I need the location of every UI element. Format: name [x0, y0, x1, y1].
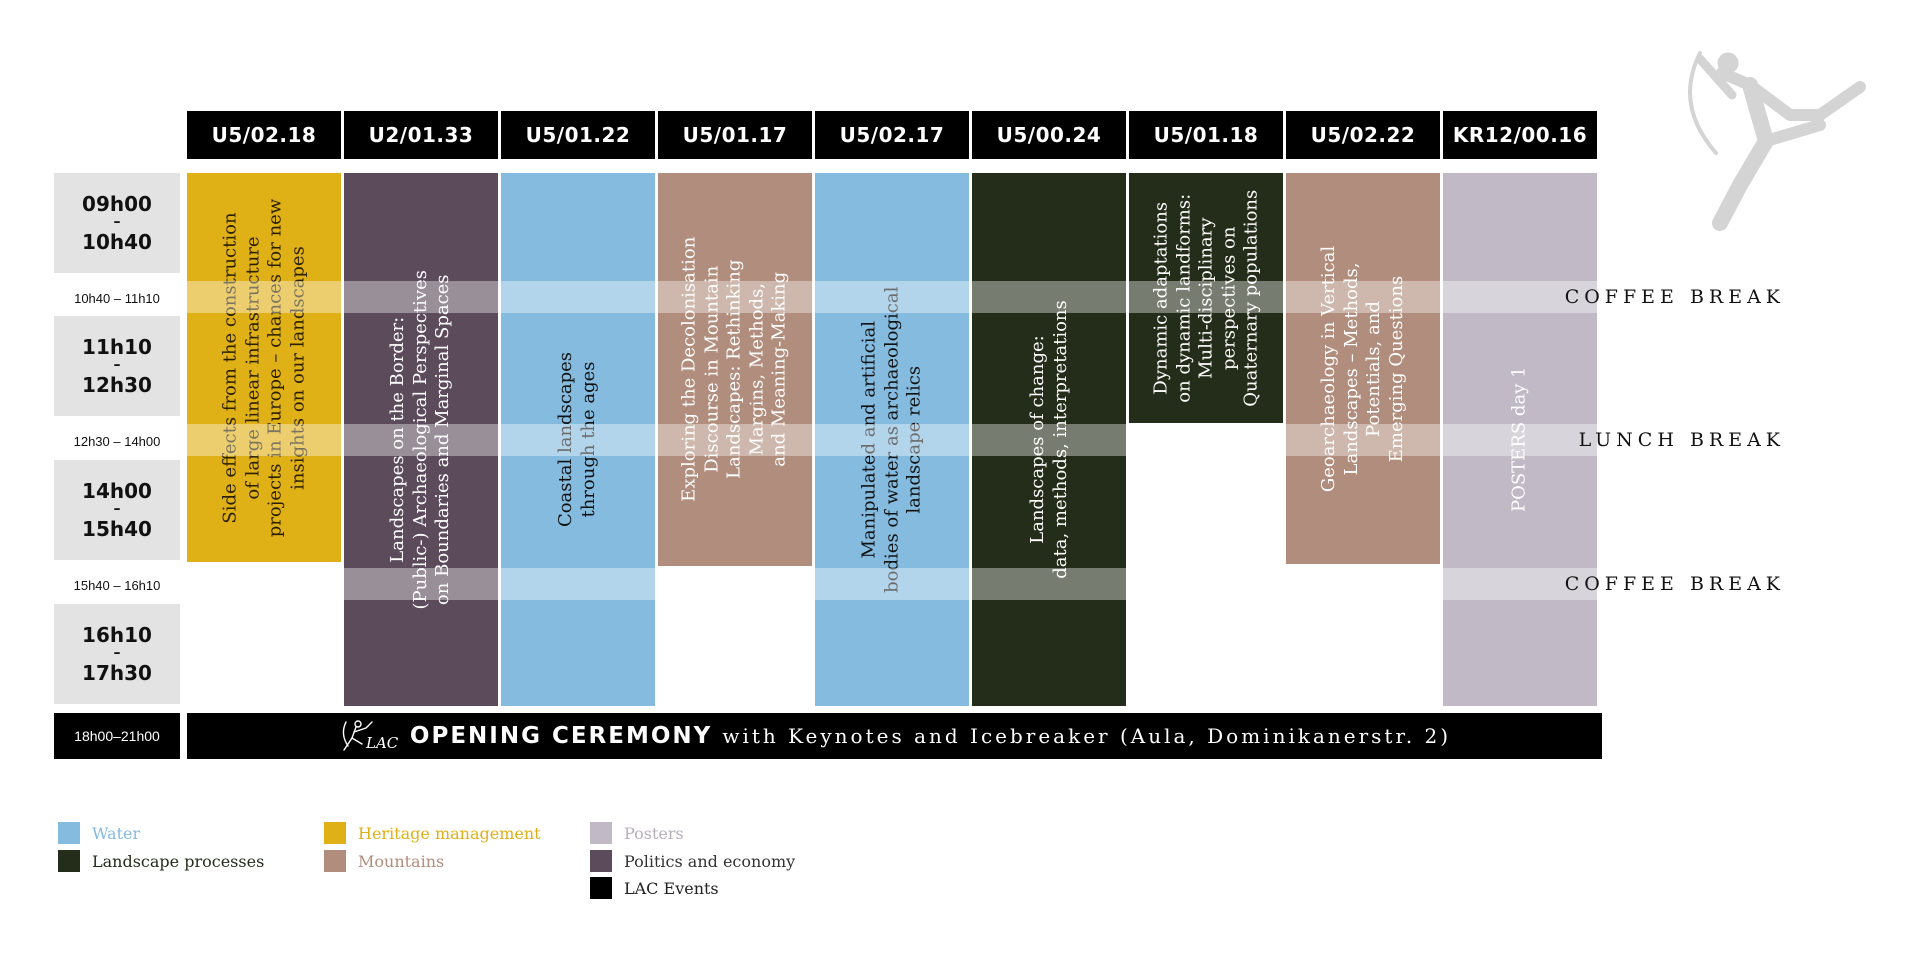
room-header: U5/01.22 [501, 111, 655, 159]
legend-swatch [58, 850, 80, 872]
session-dynamic-adaptations: Dynamic adaptations on dynamic landforms… [1129, 173, 1283, 423]
legend-item-mountains: Mountains [324, 849, 444, 873]
legend-swatch [324, 822, 346, 844]
legend-label: Heritage management [358, 823, 541, 843]
session-title: Landscapes on the Border: (Public-) Arch… [387, 269, 454, 610]
legend-label: Posters [624, 823, 684, 843]
session-title: Exploring the Decolonisation Discourse i… [678, 236, 790, 503]
session-title: Side effects from the construction of la… [219, 198, 308, 537]
session-title: Dynamic adaptations on dynamic landforms… [1149, 189, 1261, 407]
legend-label: Mountains [358, 851, 445, 871]
time-end: 12h30 [82, 372, 152, 397]
time-slot-2: 11h10 – 12h30 [54, 316, 180, 416]
time-dash: – [113, 501, 121, 518]
session-title: Geoarchaeology in Vertical Landscapes – … [1318, 245, 1407, 492]
time-start: 16h10 [82, 623, 152, 648]
legend-item-politics: Politics and economy [590, 849, 795, 873]
legend-swatch [58, 822, 80, 844]
session-decolonisation-mountain: Exploring the Decolonisation Discourse i… [658, 173, 812, 566]
legend-label: Water [92, 823, 141, 843]
time-dash: – [113, 214, 121, 231]
room-header: U5/00.24 [972, 111, 1126, 159]
session-title: Landscapes of change: data, methods, int… [1026, 300, 1071, 579]
break-time-1: 10h40 – 11h10 [74, 290, 160, 306]
archer-figure-icon [1688, 51, 1866, 231]
legend-swatch [590, 850, 612, 872]
time-slot-1: 09h00 – 10h40 [54, 173, 180, 273]
legend-item-posters: Posters [590, 821, 684, 845]
session-heritage-infrastructure: Side effects from the construction of la… [187, 173, 341, 562]
time-end: 17h30 [82, 660, 152, 685]
legend-swatch [590, 822, 612, 844]
session-coastal-landscapes: Coastal landscapes through the ages [501, 173, 655, 706]
session-title: Coastal landscapes through the ages [555, 351, 600, 528]
legend-item-landscape: Landscape processes [58, 849, 264, 873]
opening-ceremony-bar: LAC OPENING CEREMONY with Keynotes and I… [187, 713, 1602, 759]
coffee-break-label: COFFEE BREAK [1564, 573, 1785, 595]
time-slot-4: 16h10 – 17h30 [54, 604, 180, 704]
time-end: 10h40 [82, 229, 152, 254]
time-start: 11h10 [82, 335, 152, 360]
legend-swatch [590, 877, 612, 899]
legend-swatch [324, 850, 346, 872]
session-title: POSTERS day 1 [1508, 366, 1530, 513]
room-header: U5/02.17 [815, 111, 969, 159]
session-posters-day1: POSTERS day 1 [1443, 173, 1597, 706]
lac-logo-icon: LAC [342, 720, 399, 752]
time-start: 09h00 [82, 192, 152, 217]
legend-label: Landscape processes [92, 851, 265, 871]
legend-item-water: Water [58, 821, 140, 845]
session-title: Manipulated and artificial bodies of wat… [858, 286, 925, 593]
break-time-3: 15h40 – 16h10 [73, 577, 161, 593]
evening-time: 18h00–21h00 [54, 713, 180, 759]
room-header: U5/01.17 [658, 111, 812, 159]
coffee-break-label: COFFEE BREAK [1564, 286, 1785, 308]
time-dash: – [113, 357, 121, 374]
legend-item-lac: LAC Events [590, 876, 719, 900]
lunch-break-label: LUNCH BREAK [1578, 429, 1785, 451]
session-landscapes-of-change: Landscapes of change: data, methods, int… [972, 173, 1126, 706]
session-geoarchaeology-vertical: Geoarchaeology in Vertical Landscapes – … [1286, 173, 1440, 564]
legend-label: LAC Events [624, 878, 719, 898]
room-header: KR12/00.16 [1443, 111, 1597, 159]
ceremony-title: OPENING CEREMONY [409, 723, 713, 749]
session-manipulated-water: Manipulated and artificial bodies of wat… [815, 173, 969, 706]
break-time-2: 12h30 – 14h00 [73, 433, 161, 449]
time-end: 15h40 [82, 516, 152, 541]
room-header: U5/01.18 [1129, 111, 1283, 159]
time-slot-3: 14h00 – 15h40 [54, 460, 180, 560]
ceremony-subtitle: with Keynotes and Icebreaker (Aula, Domi… [722, 724, 1452, 748]
lac-logo-letters: LAC [365, 734, 399, 752]
time-start: 14h00 [82, 479, 152, 504]
room-header: U2/01.33 [344, 111, 498, 159]
time-dash: – [113, 645, 121, 662]
room-header: U5/02.18 [187, 111, 341, 159]
legend-label: Politics and economy [624, 851, 796, 871]
session-landscapes-border: Landscapes on the Border: (Public-) Arch… [344, 173, 498, 706]
room-header: U5/02.22 [1286, 111, 1440, 159]
legend-item-heritage: Heritage management [324, 821, 541, 845]
